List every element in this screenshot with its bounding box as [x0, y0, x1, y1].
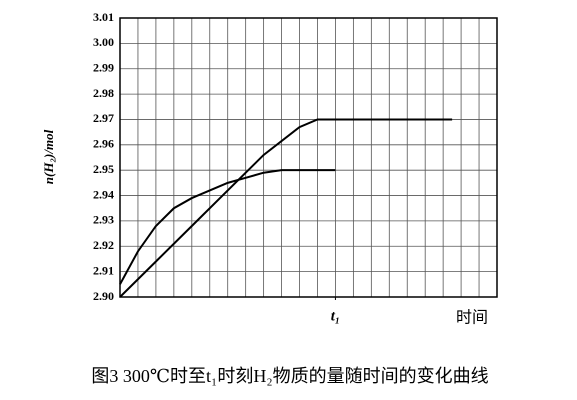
y-tick-label: 2.98	[93, 86, 114, 100]
y-tick-label: 2.95	[93, 162, 114, 176]
y-tick-label: 2.99	[93, 60, 114, 74]
y-tick-label: 2.90	[93, 289, 114, 303]
y-axis-label: n(H₂)/mol	[41, 129, 56, 184]
y-tick-label: 2.97	[93, 111, 114, 125]
y-tick-label: 3.01	[93, 10, 114, 24]
x-axis-label: 时间	[456, 309, 488, 327]
y-tick-label: 2.91	[93, 263, 114, 277]
y-tick-label: 3.00	[93, 35, 114, 49]
y-tick-label: 2.92	[93, 238, 114, 252]
y-tick-label: 2.96	[93, 137, 114, 151]
y-tick-label: 2.93	[93, 213, 114, 227]
y-tick-label: 2.94	[93, 187, 114, 201]
caption: 图3 300℃时至t₁时刻H₂物质的量随时间的变化曲线	[91, 366, 488, 386]
plot-frame	[119, 17, 498, 298]
series-line	[119, 169, 336, 285]
x-tick-label: t₁	[331, 308, 340, 324]
series-line	[119, 118, 453, 298]
